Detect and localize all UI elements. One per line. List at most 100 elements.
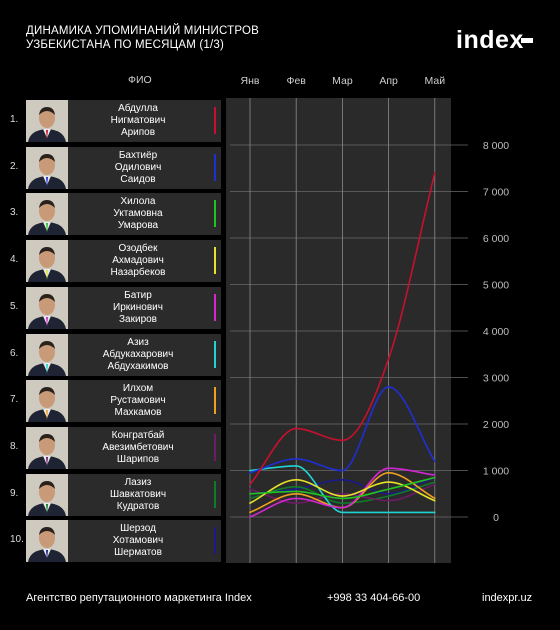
fio-column-header: ФИО <box>128 74 152 86</box>
minister-name-card: Батир Иркинович Закиров <box>68 286 221 329</box>
minister-name-line: Шерматов <box>114 547 162 559</box>
series-color-swatch <box>214 433 216 461</box>
minister-name-line: Саидов <box>120 173 156 185</box>
chart-title: ДИНАМИКА УПОМИНАНИЙ МИНИСТРОВ УЗБЕКИСТАН… <box>26 24 259 52</box>
minister-name-line: Хилола <box>120 196 156 208</box>
y-tick-label: 0 <box>493 512 499 524</box>
minister-row: 10. Шерзод Хотамович Шерматов <box>10 520 221 563</box>
minister-row: 6. Азиз Абдукахарович Абдухакимов <box>10 333 221 376</box>
minister-name-line: Илхом <box>122 383 154 395</box>
minister-photo <box>26 286 68 329</box>
minister-name: Озодбек Ахмадович Назарбеков <box>68 243 208 279</box>
minister-name-card: Азиз Абдукахарович Абдухакимов <box>68 333 221 376</box>
footer-phone: +998 33 404-66-00 <box>327 592 421 604</box>
minister-name-line: Закиров <box>119 313 157 325</box>
series-color-swatch <box>214 527 216 555</box>
minister-name: Илхом Рустамович Махкамов <box>68 383 208 419</box>
minister-photo <box>26 473 68 516</box>
minister-row: 4. Озодбек Ахмадович Назарбеков <box>10 240 221 283</box>
series-line <box>249 467 436 518</box>
minister-photo <box>26 193 68 236</box>
minister-name-line: Шавкатович <box>109 488 167 500</box>
x-tick-label: Апр <box>379 75 398 87</box>
x-tick-label: Фев <box>286 75 306 87</box>
minister-name: Абдулла Нигматович Арипов <box>68 103 208 139</box>
minister-row: 7. Илхом Рустамович Махкамов <box>10 380 221 423</box>
x-tick-label: Мар <box>332 75 353 87</box>
minister-name-line: Лазиз <box>124 476 152 488</box>
series-line <box>249 476 436 500</box>
minister-name-line: Умарова <box>117 220 159 232</box>
minister-name: Азиз Абдукахарович Абдухакимов <box>68 337 208 373</box>
minister-photo <box>26 426 68 469</box>
series-color-swatch <box>214 107 216 134</box>
series-line <box>249 172 436 486</box>
minister-row: 9. Лазиз Шавкатович Кудратов <box>10 473 221 516</box>
minister-name-line: Абдухакимов <box>107 360 169 372</box>
minister-name-line: Абдукахарович <box>102 348 174 360</box>
rank-number: 8. <box>10 440 19 452</box>
minister-name-line: Абдулла <box>118 103 158 114</box>
minister-name-line: Одилович <box>114 161 162 173</box>
series-line <box>249 386 436 474</box>
y-tick-label: 3 000 <box>483 373 509 385</box>
series-line <box>249 481 436 504</box>
minister-name-line: Иркинович <box>113 301 163 313</box>
minister-name-line: Арипов <box>120 127 156 138</box>
y-tick-label: 6 000 <box>483 233 509 245</box>
minister-name-line: Уктамовна <box>113 208 163 220</box>
series-line <box>249 476 436 495</box>
minister-name-card: Бахтиёр Одилович Саидов <box>68 146 221 189</box>
series-color-swatch <box>214 293 216 321</box>
footer-website[interactable]: indexpr.uz <box>482 592 533 604</box>
minister-name-card: Хилола Уктамовна Умарова <box>68 193 221 236</box>
rank-number: 4. <box>10 254 19 266</box>
minister-name-card: Абдулла Нигматович Арипов <box>68 100 221 142</box>
rank-number: 3. <box>10 207 19 219</box>
minister-name-line: Батир <box>124 289 152 301</box>
y-tick-label: 7 000 <box>483 187 509 199</box>
series-color-swatch <box>214 153 216 181</box>
x-tick-label: Май <box>425 75 446 87</box>
rank-number: 7. <box>10 394 19 406</box>
minister-row: 5. Батир Иркинович Закиров <box>10 286 221 329</box>
minister-photo <box>26 520 68 563</box>
minister-name-card: Шерзод Хотамович Шерматов <box>68 520 221 563</box>
rank-number: 9. <box>10 487 19 499</box>
minister-name-line: Авезимбетович <box>102 441 174 453</box>
rank-number: 2. <box>10 160 19 172</box>
series-line <box>249 465 436 514</box>
minister-name-card: Конгратбай Авезимбетович Шарипов <box>68 426 221 469</box>
y-tick-label: 2 000 <box>483 419 509 431</box>
minister-name-line: Озодбек <box>118 243 158 255</box>
minister-name-line: Азиз <box>127 336 149 348</box>
index-logo: index <box>456 26 524 54</box>
minister-name-line: Кудратов <box>116 500 160 512</box>
minister-name: Шерзод Хотамович Шерматов <box>68 523 208 559</box>
chart-title-line2: УЗБЕКИСТАНА ПО МЕСЯЦАМ (1/3) <box>26 39 225 51</box>
minister-name: Конгратбай Авезимбетович Шарипов <box>68 430 208 466</box>
series-line <box>249 479 436 504</box>
series-color-swatch <box>214 340 216 368</box>
minister-name-line: Шерзод <box>120 523 156 535</box>
minister-row: 8. Конгратбай Авезимбетович Шарипов <box>10 426 221 469</box>
minister-name-line: Рустамович <box>110 395 166 407</box>
y-tick-label: 4 000 <box>483 326 509 338</box>
minister-photo <box>26 333 68 376</box>
minister-name: Батир Иркинович Закиров <box>68 290 208 326</box>
series-color-swatch <box>214 480 216 508</box>
chart-title-line1: ДИНАМИКА УПОМИНАНИЙ МИНИСТРОВ <box>26 25 260 37</box>
minister-photo <box>26 146 68 189</box>
minister-name-card: Лазиз Шавкатович Кудратов <box>68 473 221 516</box>
x-tick-label: Янв <box>241 75 260 87</box>
y-tick-label: 8 000 <box>483 140 509 152</box>
minister-name-line: Бахтиёр <box>118 149 158 161</box>
minister-name-line: Хотамович <box>112 535 164 547</box>
minister-name-line: Ахмадович <box>112 255 164 267</box>
y-tick-label: 5 000 <box>483 280 509 292</box>
minister-photo <box>26 100 68 142</box>
minister-row: 2. Бахтиёр Одилович Саидов <box>10 146 221 189</box>
plot-background <box>226 98 451 563</box>
rank-number: 5. <box>10 300 19 312</box>
series-color-swatch <box>214 387 216 415</box>
